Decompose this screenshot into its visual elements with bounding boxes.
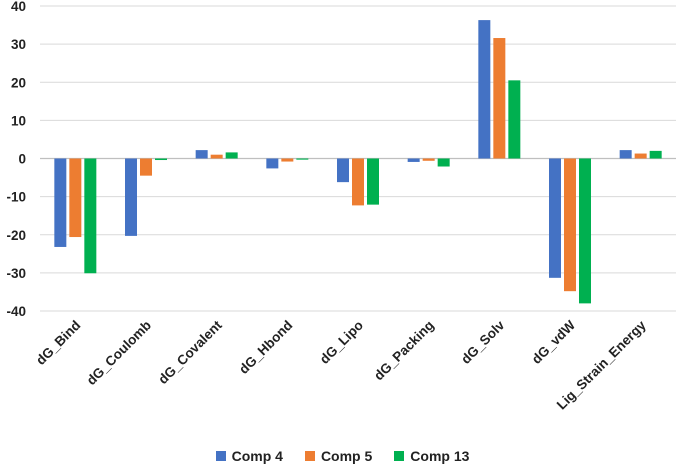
x-category-label: dG_Packing (371, 318, 437, 384)
bar-comp4-dg_vdw (549, 158, 561, 278)
bar-comp4-lig_strain_energy (619, 150, 632, 159)
x-category-label: dG_Covalent (155, 317, 225, 387)
x-category-label: dG_Solv (458, 317, 508, 367)
y-tick-label: 40 (11, 0, 26, 14)
y-tick-label: 0 (18, 152, 26, 167)
legend-item-comp5: Comp 5 (304, 448, 373, 464)
bar-comp5-lig_strain_energy (634, 153, 647, 159)
x-category-label: dG_Bind (33, 318, 83, 368)
bar-comp13-dg_coulomb (155, 158, 167, 161)
legend-swatch-comp13 (394, 451, 405, 461)
bars (54, 20, 662, 304)
bar-comp13-dg_bind (84, 158, 97, 274)
bar-comp5-dg_lipo (352, 158, 364, 206)
bar-comp13-dg_packing (437, 158, 450, 167)
legend: Comp 4 Comp 5 Comp 13 (0, 446, 685, 466)
bar-comp5-dg_vdw (564, 158, 576, 292)
legend-item-comp4: Comp 4 (215, 448, 283, 464)
bar-comp5-dg_coulomb (140, 158, 152, 176)
legend-label-comp5: Comp 5 (320, 448, 373, 464)
legend-label-comp4: Comp 4 (231, 448, 283, 464)
x-category-label: dG_Lipo (317, 318, 366, 367)
bar-comp4-dg_solv (478, 20, 491, 159)
y-tick-label: -30 (6, 266, 26, 281)
y-tick-label: 20 (11, 75, 26, 90)
y-tick-label: 10 (11, 113, 26, 128)
bar-comp4-dg_covalent (195, 150, 208, 159)
bar-comp13-dg_hbond (296, 158, 309, 160)
bar-comp5-dg_packing (422, 158, 435, 161)
bar-comp13-dg_solv (508, 80, 521, 159)
bar-comp5-dg_covalent (210, 154, 223, 159)
x-axis-categories: dG_Bind dG_Coulomb dG_Covalent dG_Hbond dG_L… (33, 317, 649, 412)
bar-comp5-dg_solv (493, 38, 506, 159)
bar-comp13-dg_vdw (579, 158, 591, 304)
bar-comp4-dg_lipo (337, 158, 349, 183)
y-tick-label: 30 (11, 37, 26, 52)
legend-swatch-comp4 (215, 451, 226, 461)
y-axis-ticks: 40 30 20 10 0 -10 -20 -30 -40 (6, 0, 26, 319)
legend-swatch-comp5 (304, 451, 315, 461)
legend-item-comp13: Comp 13 (394, 448, 469, 464)
x-category-label: dG_vdW (529, 317, 579, 367)
x-category-label: dG_Hbond (236, 318, 295, 377)
bar-comp4-dg_hbond (266, 158, 279, 169)
bar-comp5-dg_hbond (281, 158, 294, 162)
bar-comp13-dg_covalent (225, 152, 238, 159)
y-tick-label: -10 (6, 190, 26, 205)
y-tick-label: -20 (6, 228, 26, 243)
bar-comp13-lig_strain_energy (649, 150, 662, 159)
bar-comp4-dg_bind (54, 158, 67, 247)
bar-comp13-dg_lipo (367, 158, 379, 205)
bar-comp4-dg_packing (407, 158, 420, 162)
legend-label-comp13: Comp 13 (410, 448, 470, 464)
bar-comp5-dg_bind (69, 158, 82, 238)
y-tick-label: -40 (6, 304, 26, 319)
x-category-label: dG_Coulomb (84, 318, 155, 389)
bar-comp4-dg_coulomb (125, 158, 137, 236)
